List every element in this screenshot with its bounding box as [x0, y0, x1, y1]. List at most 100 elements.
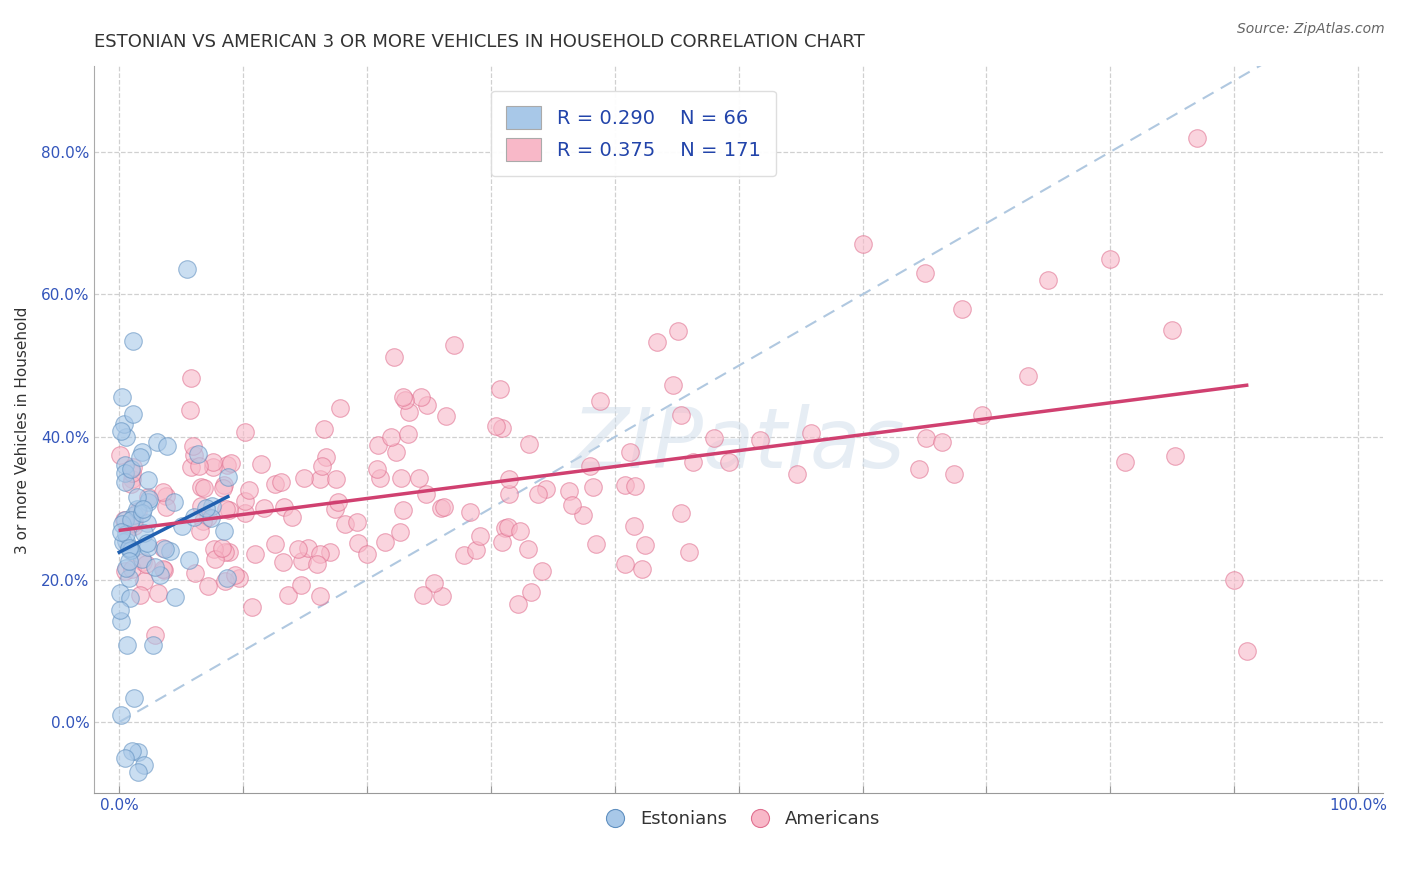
Point — [307, 557, 329, 571]
Point — [214, 574, 236, 588]
Point — [253, 500, 276, 515]
Point — [122, 516, 145, 530]
Point — [315, 450, 337, 464]
Point — [122, 334, 145, 348]
Point — [118, 541, 141, 555]
Point — [143, 559, 166, 574]
Point — [356, 547, 378, 561]
Point — [214, 545, 236, 559]
Point — [204, 552, 226, 566]
Point — [389, 524, 412, 539]
Point — [122, 514, 145, 528]
Point — [134, 574, 156, 588]
Point — [703, 431, 725, 445]
Point — [308, 589, 330, 603]
Point — [110, 708, 132, 723]
Point — [114, 750, 136, 764]
Point — [346, 515, 368, 529]
Point — [132, 757, 155, 772]
Point — [678, 544, 700, 558]
Point — [170, 519, 193, 533]
Point — [197, 510, 219, 524]
Point — [111, 517, 134, 532]
Text: ZIPatlas: ZIPatlas — [572, 404, 905, 485]
Text: Source: ZipAtlas.com: Source: ZipAtlas.com — [1237, 22, 1385, 37]
Point — [519, 584, 541, 599]
Point — [852, 237, 875, 252]
Point — [183, 448, 205, 462]
Point — [188, 458, 211, 473]
Point — [136, 516, 159, 530]
Point — [120, 476, 142, 491]
Point — [408, 470, 430, 484]
Point — [156, 439, 179, 453]
Point — [148, 586, 170, 600]
Point — [287, 541, 309, 556]
Point — [245, 547, 267, 561]
Point — [561, 498, 583, 512]
Point — [114, 430, 136, 444]
Point — [124, 690, 146, 705]
Point — [152, 485, 174, 500]
Point — [1223, 573, 1246, 587]
Point — [238, 483, 260, 498]
Point — [136, 473, 159, 487]
Point — [135, 557, 157, 571]
Point — [127, 764, 149, 779]
Point — [217, 469, 239, 483]
Point — [433, 500, 456, 514]
Y-axis label: 3 or more Vehicles in Household: 3 or more Vehicles in Household — [15, 306, 30, 554]
Point — [682, 455, 704, 469]
Point — [202, 460, 225, 475]
Point — [970, 409, 993, 423]
Point — [280, 510, 302, 524]
Point — [506, 597, 529, 611]
Point — [211, 541, 233, 555]
Point — [392, 390, 415, 404]
Point — [1114, 455, 1136, 469]
Point — [530, 564, 553, 578]
Point — [163, 495, 186, 509]
Text: ESTONIAN VS AMERICAN 3 OR MORE VEHICLES IN HOUSEHOLD CORRELATION CHART: ESTONIAN VS AMERICAN 3 OR MORE VEHICLES … — [94, 33, 865, 51]
Point — [589, 393, 612, 408]
Point — [392, 502, 415, 516]
Point — [131, 506, 153, 520]
Point — [494, 521, 516, 535]
Point — [491, 535, 513, 549]
Point — [572, 508, 595, 523]
Point — [132, 555, 155, 569]
Point — [188, 524, 211, 538]
Point — [464, 542, 486, 557]
Point — [385, 444, 408, 458]
Point — [908, 461, 931, 475]
Point — [122, 407, 145, 421]
Point — [217, 571, 239, 585]
Point — [380, 430, 402, 444]
Point — [498, 486, 520, 500]
Point — [333, 517, 356, 532]
Point — [579, 459, 602, 474]
Point — [190, 480, 212, 494]
Point — [319, 545, 342, 559]
Point — [200, 511, 222, 525]
Point — [152, 562, 174, 576]
Point — [432, 589, 454, 603]
Point — [125, 502, 148, 516]
Point — [129, 588, 152, 602]
Point — [118, 591, 141, 605]
Point — [931, 435, 953, 450]
Point — [127, 490, 149, 504]
Point — [115, 533, 138, 548]
Point — [623, 519, 645, 533]
Point — [233, 494, 256, 508]
Point — [118, 554, 141, 568]
Point — [1099, 252, 1122, 266]
Point — [1185, 130, 1208, 145]
Point — [191, 515, 214, 529]
Point — [202, 541, 225, 556]
Point — [110, 449, 132, 463]
Point — [1038, 273, 1060, 287]
Point — [430, 501, 453, 516]
Point — [799, 425, 821, 440]
Point — [143, 628, 166, 642]
